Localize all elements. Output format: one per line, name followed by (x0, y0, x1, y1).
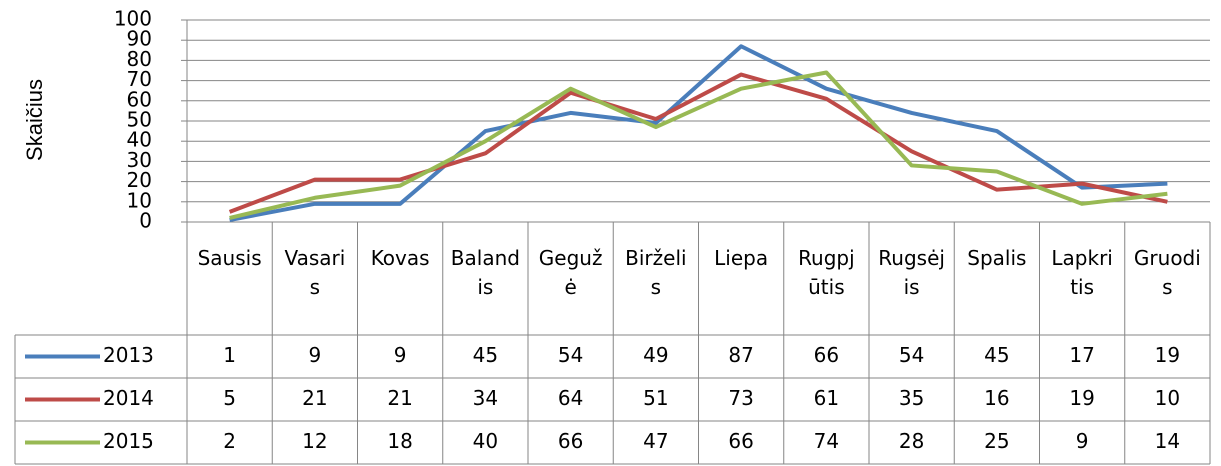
table-value: 34 (473, 386, 498, 410)
table-value: 9 (394, 343, 407, 367)
y-tick-label: 10 (127, 188, 152, 212)
x-tick-label-box: Kovas (370, 246, 430, 270)
table-value: 87 (728, 343, 753, 367)
table-value: 28 (899, 429, 924, 453)
legend-label: 2013 (103, 343, 154, 367)
table-value: 2 (223, 429, 236, 453)
table-value: 40 (473, 429, 498, 453)
x-tick-label-box: Gruodis (1133, 246, 1201, 299)
x-tick-label-box: Balandis (450, 246, 520, 299)
table-value: 73 (728, 386, 753, 410)
legend-label: 2015 (103, 429, 154, 453)
x-tick-label-box: Rugpjūtis (798, 246, 855, 299)
table-value: 9 (1076, 429, 1089, 453)
table-value: 16 (984, 386, 1009, 410)
table-value: 21 (302, 386, 327, 410)
x-tick-label: Rugpjūtis (798, 246, 855, 299)
x-tick-label: Rugsėjis (878, 246, 945, 299)
x-tick-label: Sausis (197, 246, 262, 270)
table-value: 66 (728, 429, 753, 453)
y-axis-label: Skaičius (22, 79, 47, 161)
x-tick-label: Vasaris (284, 246, 346, 299)
y-tick-label: 30 (127, 148, 152, 172)
x-tick-label: Kovas (370, 246, 430, 270)
y-tick-label: 40 (127, 128, 152, 152)
table-value: 19 (1069, 386, 1094, 410)
y-tick-label: 50 (127, 108, 152, 132)
x-tick-label: Birželis (625, 246, 687, 299)
x-tick-label: Gruodis (1133, 246, 1201, 299)
table-value: 54 (899, 343, 924, 367)
table-value: 12 (302, 429, 327, 453)
y-tick-label: 20 (127, 168, 152, 192)
table-value: 10 (1155, 386, 1180, 410)
x-tick-label: Balandis (450, 246, 520, 299)
table-value: 61 (814, 386, 839, 410)
table-value: 1 (223, 343, 236, 367)
y-tick-label: 60 (127, 87, 152, 111)
x-tick-label: Gegužė (538, 246, 603, 299)
x-tick-label: Spalis (967, 246, 1027, 270)
series-line (229, 70, 1168, 220)
y-tick-label: 90 (127, 27, 152, 51)
table-value: 66 (558, 429, 583, 453)
series-line (228, 72, 1168, 214)
x-tick-label-box: Lapkritis (1051, 246, 1113, 299)
table-value: 66 (814, 343, 839, 367)
x-tick-label-box: Liepa (714, 246, 769, 270)
table-value: 9 (309, 343, 322, 367)
legend-label: 2014 (103, 386, 154, 410)
table-value: 17 (1069, 343, 1094, 367)
x-tick-label-box: Rugsėjis (878, 246, 945, 299)
y-tick-label: 100 (114, 7, 152, 31)
table-value: 49 (643, 343, 668, 367)
series-line (229, 44, 1168, 222)
x-tick-label-box: Sausis (197, 246, 262, 270)
table-value: 64 (558, 386, 583, 410)
x-tick-label: Liepa (714, 246, 769, 270)
table-value: 18 (387, 429, 412, 453)
table-value: 54 (558, 343, 583, 367)
y-tick-label: 80 (127, 47, 152, 71)
x-tick-label-box: Gegužė (538, 246, 603, 299)
table-value: 51 (643, 386, 668, 410)
y-tick-label: 70 (127, 67, 152, 91)
table-value: 19 (1155, 343, 1180, 367)
table-value: 25 (984, 429, 1009, 453)
table-value: 5 (223, 386, 236, 410)
table-value: 21 (387, 386, 412, 410)
table-value: 35 (899, 386, 924, 410)
table-value: 47 (643, 429, 668, 453)
x-tick-label-box: Spalis (967, 246, 1027, 270)
x-tick-label-box: Birželis (625, 246, 687, 299)
x-tick-label-box: Vasaris (284, 246, 346, 299)
table-value: 14 (1155, 429, 1180, 453)
table-value: 74 (814, 429, 839, 453)
y-tick-label: 0 (139, 209, 152, 233)
table-value: 45 (473, 343, 498, 367)
x-tick-label: Lapkritis (1051, 246, 1113, 299)
table-value: 45 (984, 343, 1009, 367)
